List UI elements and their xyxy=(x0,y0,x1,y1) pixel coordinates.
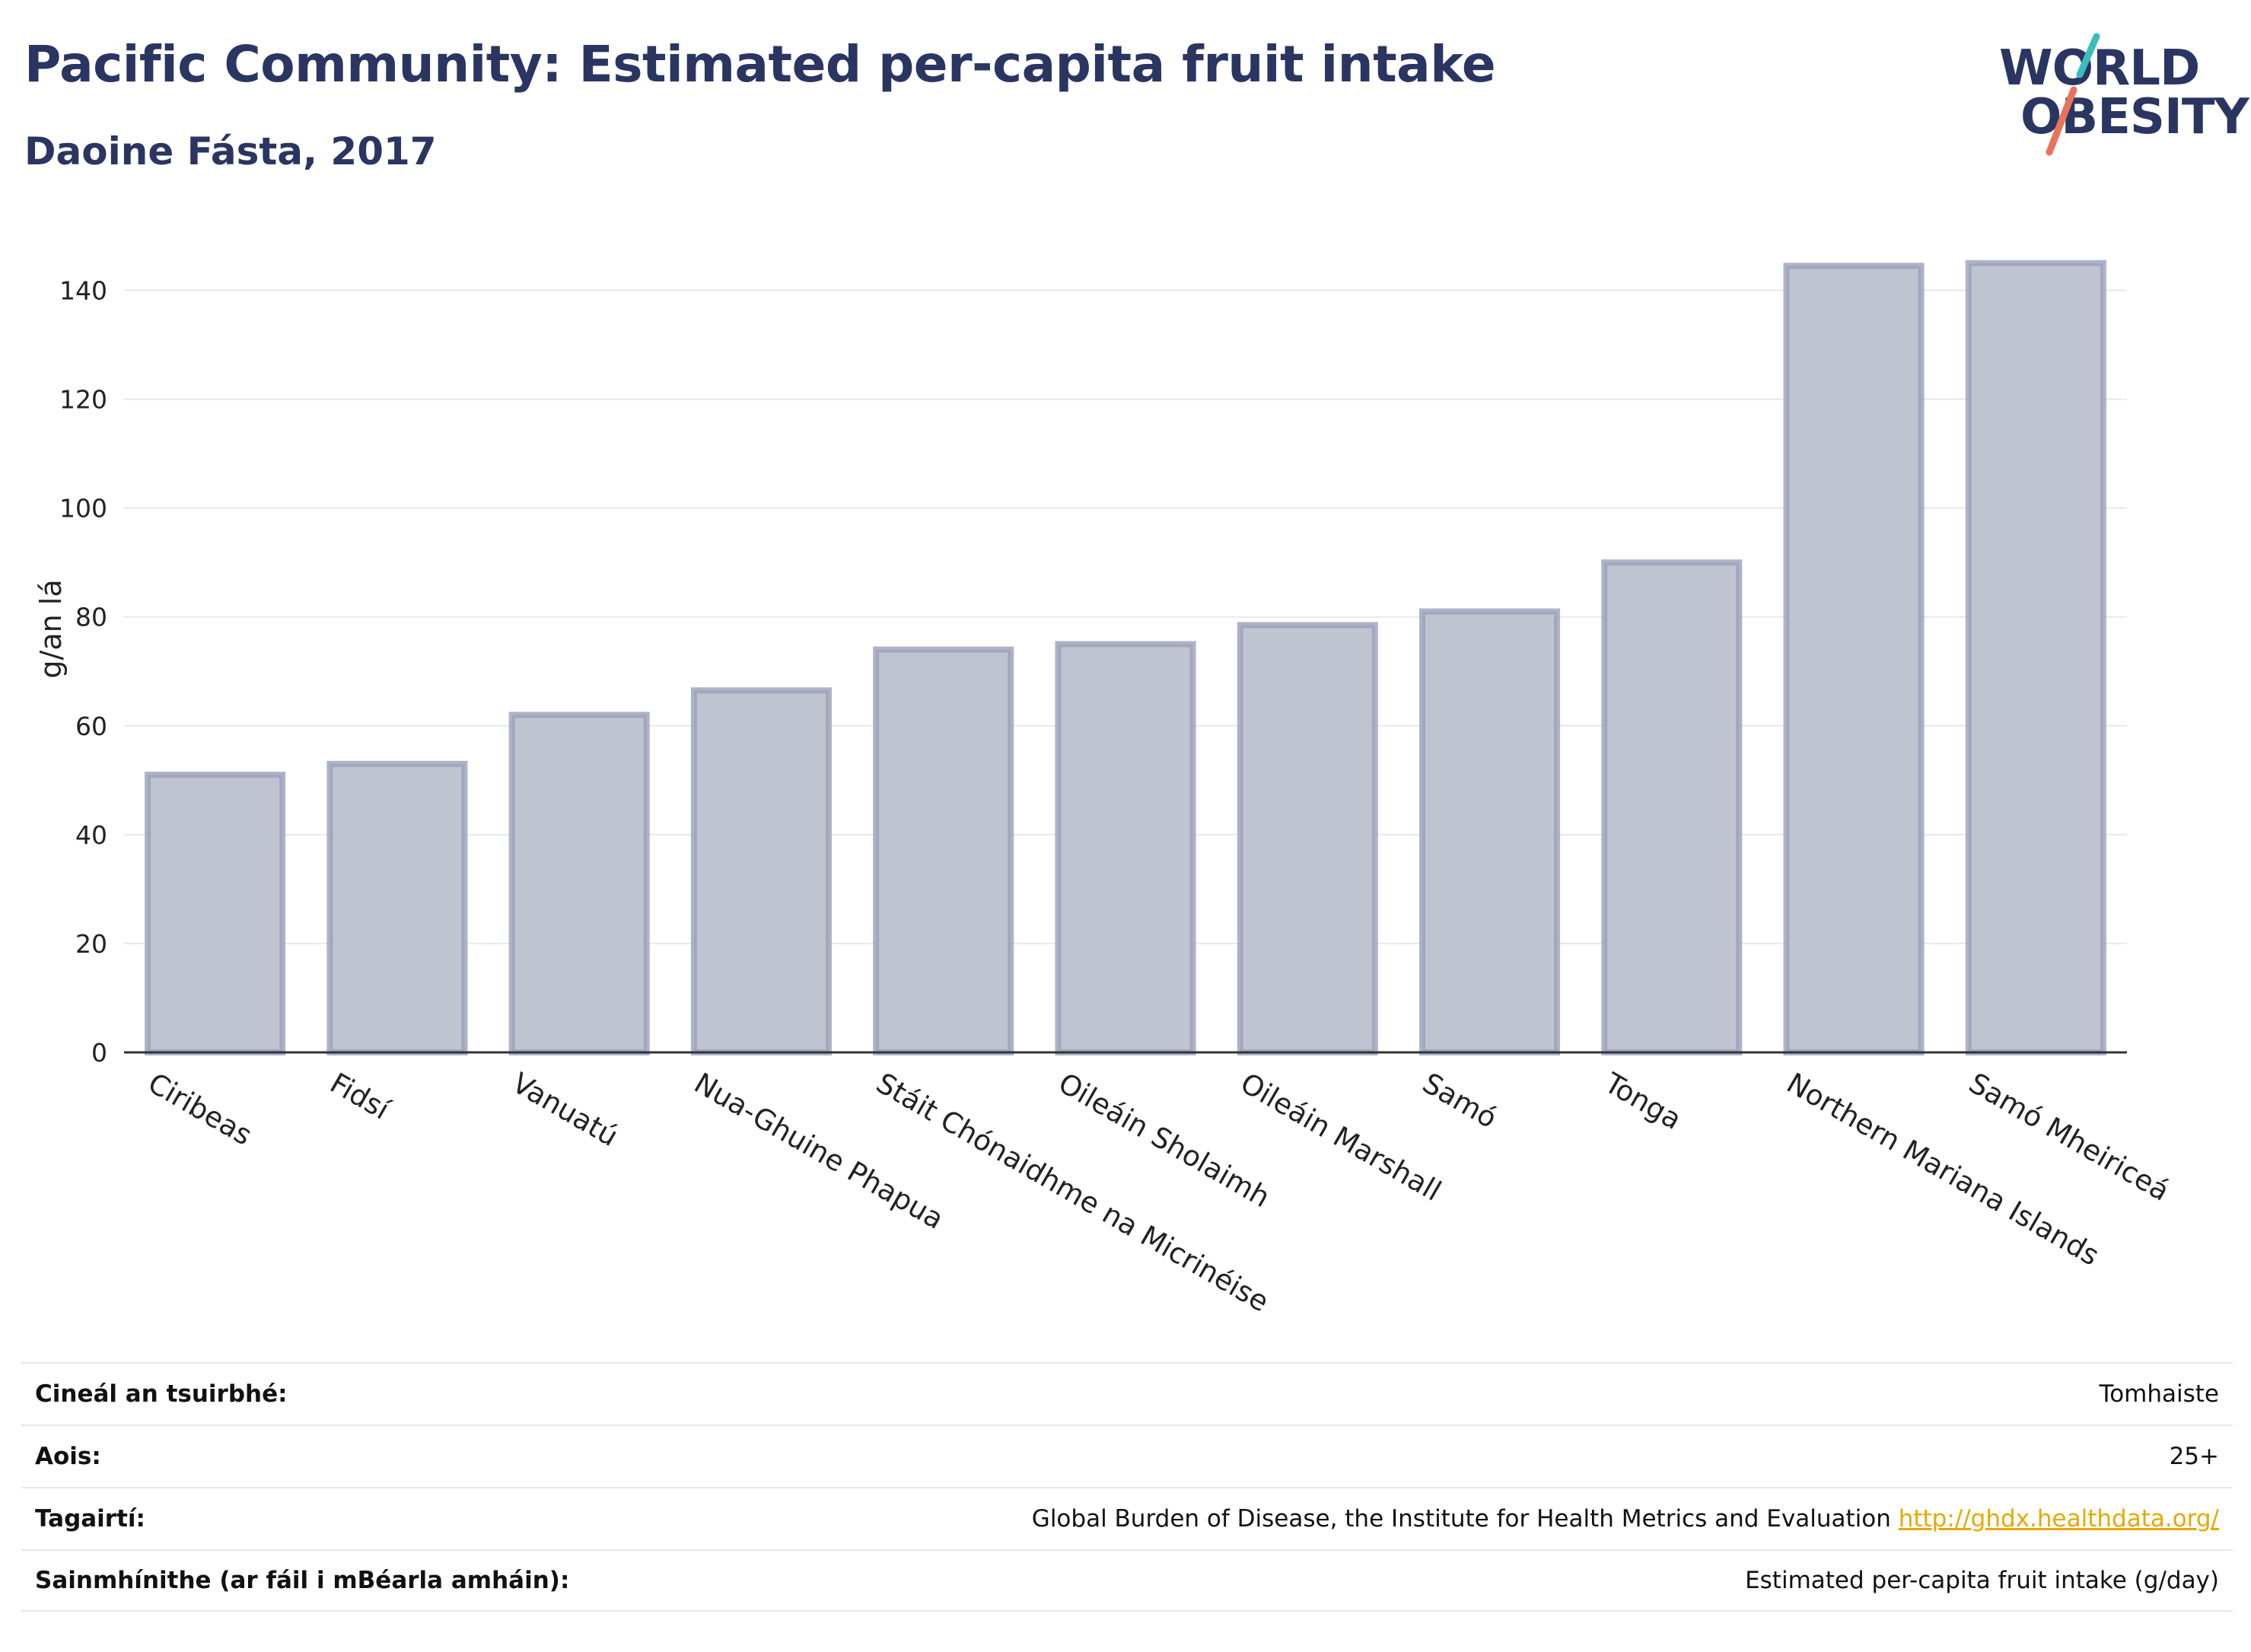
info-label: Cineál an tsuirbhé: xyxy=(35,1380,288,1408)
bar[interactable] xyxy=(1237,622,1378,1055)
y-tick-label: 40 xyxy=(75,820,107,850)
bar[interactable] xyxy=(690,687,832,1055)
reference-link[interactable]: http://ghdx.healthdata.org/ xyxy=(1898,1505,2219,1533)
world-obesity-logo[interactable]: WORLD OBESITY xyxy=(1990,30,2249,160)
bar[interactable] xyxy=(1601,559,1743,1055)
info-row-references: Tagairtí: Global Burden of Disease, the … xyxy=(21,1487,2233,1549)
y-tick-label: 80 xyxy=(75,603,107,632)
bar[interactable] xyxy=(873,646,1014,1055)
info-value: Tomhaiste xyxy=(2099,1380,2219,1408)
bar[interactable] xyxy=(145,772,286,1055)
bar[interactable] xyxy=(508,711,650,1055)
info-value-container: Global Burden of Disease, the Institute … xyxy=(1032,1505,2219,1533)
bar[interactable] xyxy=(1419,608,1561,1055)
info-label: Aois: xyxy=(35,1443,101,1470)
chart-title: Pacific Community: Estimated per-capita … xyxy=(24,35,1496,94)
x-tick-label: Samó xyxy=(1417,1067,1502,1135)
info-row-survey-type: Cineál an tsuirbhé: Tomhaiste xyxy=(21,1362,2233,1424)
info-row-definitions: Sainmhínithe (ar fáil i mBéarla amháin):… xyxy=(21,1549,2233,1612)
x-tick-label: Northern Mariana Islands xyxy=(1781,1067,2105,1272)
info-row-age: Aois: 25+ xyxy=(21,1424,2233,1487)
y-tick-label: 60 xyxy=(75,711,107,741)
info-value: 25+ xyxy=(2169,1443,2219,1470)
bar-chart: 0 20 40 60 80 100 120 140 Ciribeas Fidsí Vanuatú N… xyxy=(34,259,2175,1319)
x-tick-label: Fidsí xyxy=(324,1067,396,1127)
chart-subtitle: Daoine Fásta, 2017 xyxy=(24,129,437,173)
info-label: Tagairtí: xyxy=(35,1505,145,1533)
x-tick-label: Ciribeas xyxy=(142,1067,257,1152)
y-axis-label: g/an lá xyxy=(34,579,68,678)
info-label: Sainmhínithe (ar fáil i mBéarla amháin): xyxy=(35,1567,570,1594)
x-tick-label: Vanuatú xyxy=(507,1067,624,1154)
y-axis-ticks: 0 20 40 60 80 100 120 140 xyxy=(59,276,107,1068)
y-tick-label: 140 xyxy=(59,276,107,306)
y-tick-label: 20 xyxy=(75,929,107,959)
x-axis-labels: Ciribeas Fidsí Vanuatú Nua-Ghuine PhapuaStá… xyxy=(142,1066,2175,1318)
bar[interactable] xyxy=(326,760,468,1056)
bar[interactable] xyxy=(1783,263,1925,1055)
y-tick-label: 100 xyxy=(59,494,107,524)
x-tick-label: Tonga xyxy=(1599,1066,1687,1136)
logo-slash-icon xyxy=(2046,33,2100,156)
info-value: Estimated per-capita fruit intake (g/day… xyxy=(1745,1567,2219,1594)
bars xyxy=(145,259,2106,1056)
bar[interactable] xyxy=(1055,641,1196,1055)
y-tick-label: 120 xyxy=(59,385,107,415)
y-tick-label: 0 xyxy=(91,1038,107,1068)
reference-text: Global Burden of Disease, the Institute … xyxy=(1031,1505,1891,1533)
info-table: Cineál an tsuirbhé: Tomhaiste Aois: 25+ … xyxy=(21,1362,2233,1612)
logo-line-1: WORLD xyxy=(1999,40,2200,97)
bar[interactable] xyxy=(1965,259,2106,1055)
